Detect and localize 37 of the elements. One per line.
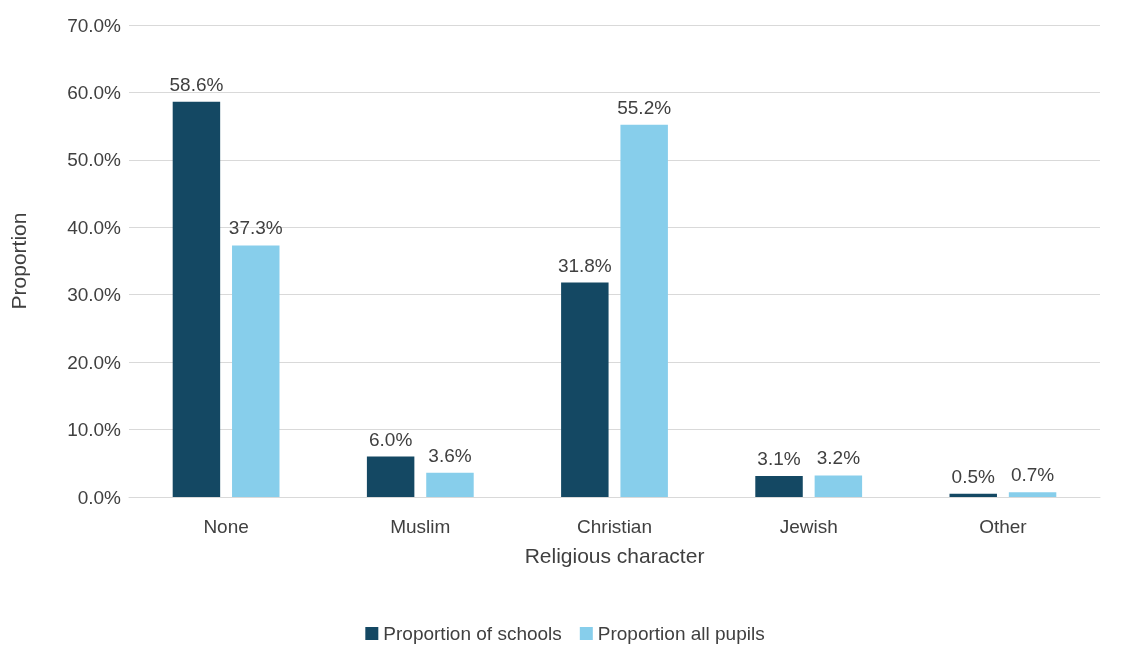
data-label: 58.6% — [169, 73, 224, 95]
bar — [232, 245, 280, 497]
x-tick-label: Christian — [577, 516, 652, 537]
bar — [561, 282, 609, 497]
legend-label: Proportion all pupils — [597, 623, 765, 644]
data-label: 3.1% — [757, 448, 801, 470]
data-label: 0.7% — [1010, 464, 1055, 486]
bar — [172, 101, 221, 497]
bar — [1008, 492, 1057, 497]
y-axis-title: Proportion — [7, 212, 30, 310]
y-tick-label: 0.0% — [77, 486, 122, 508]
data-label: 3.2% — [816, 447, 861, 469]
bar — [949, 493, 997, 497]
bar — [426, 472, 474, 497]
x-axis-title: Religious character — [524, 544, 705, 567]
y-tick-label: 30.0% — [67, 284, 122, 306]
y-tick-label: 10.0% — [67, 419, 122, 441]
data-label: 6.0% — [368, 428, 413, 450]
bar — [814, 475, 863, 497]
y-tick-label: 60.0% — [67, 81, 122, 103]
y-tick-label: 50.0% — [67, 149, 122, 171]
x-tick-label: Muslim — [390, 516, 451, 537]
data-label: 3.6% — [428, 444, 472, 466]
data-label: 55.2% — [617, 96, 672, 118]
y-tick-label: 40.0% — [67, 216, 122, 238]
x-tick-label: Other — [979, 516, 1028, 537]
bar — [620, 124, 668, 497]
y-tick-label: 20.0% — [67, 351, 122, 373]
x-tick-label: Jewish — [779, 516, 838, 537]
data-label: 37.3% — [228, 217, 283, 239]
legend-label: Proportion of schools — [383, 623, 562, 644]
x-tick-label: None — [203, 516, 249, 537]
y-tick-label: 70.0% — [67, 14, 122, 36]
data-label: 0.5% — [951, 465, 995, 487]
bar — [755, 476, 803, 497]
data-label: 31.8% — [557, 254, 612, 276]
bar — [366, 456, 415, 497]
